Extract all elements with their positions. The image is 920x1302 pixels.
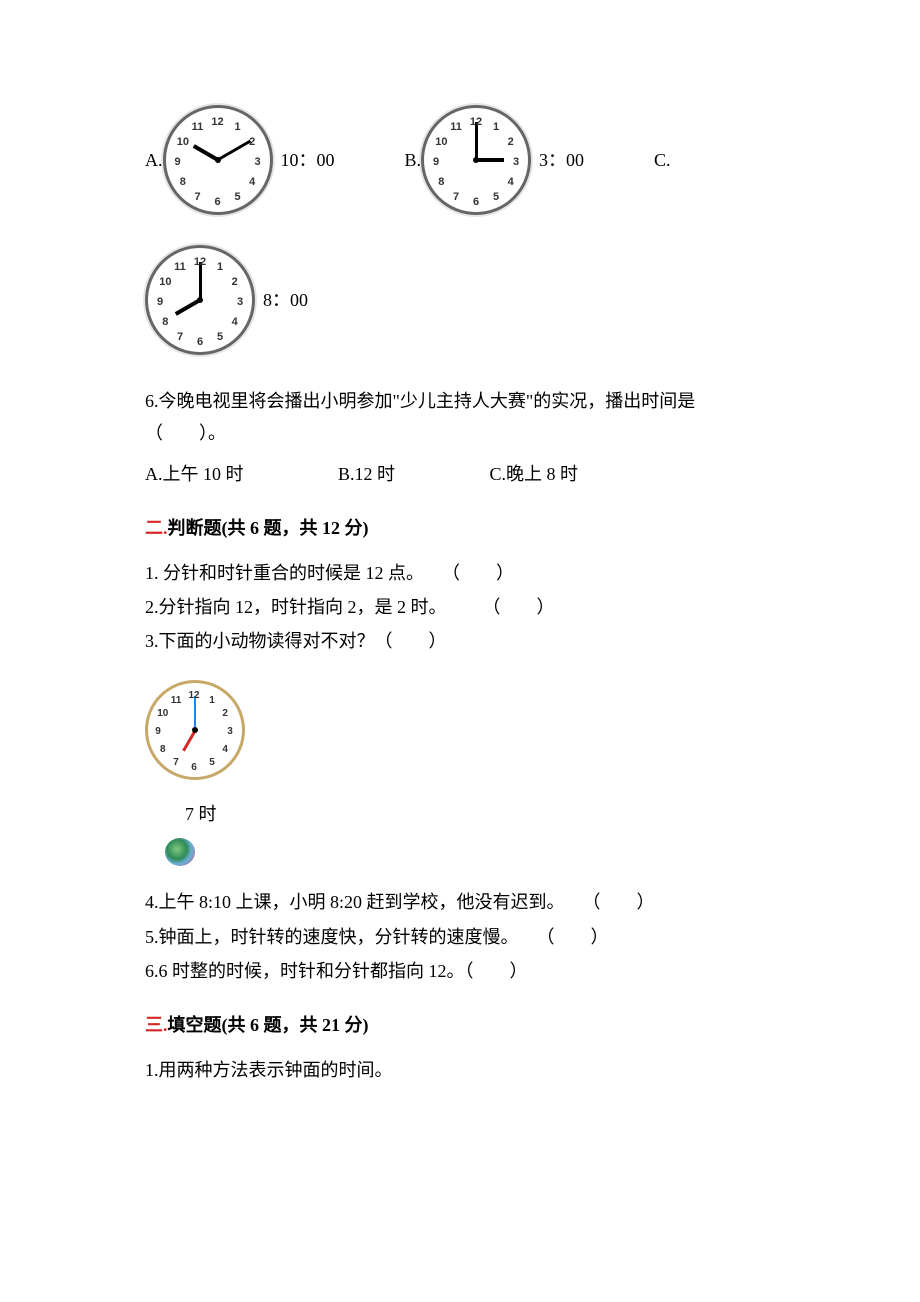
clock-number: 8 xyxy=(157,313,173,333)
option-a-label: A. xyxy=(145,144,163,176)
option-c-time: 8：00 xyxy=(263,284,308,316)
clock-number: 3 xyxy=(508,153,524,173)
option-a-time: 10：00 xyxy=(281,144,335,176)
clock-number: 9 xyxy=(428,153,444,173)
clock-c: 121234567891011 xyxy=(145,245,255,355)
clock-number: 6 xyxy=(468,193,484,213)
clock-number: 10 xyxy=(433,133,449,153)
q5-option-c: 121234567891011 8：00 xyxy=(145,245,308,355)
section3-heading: 三.填空题(共 6 题，共 21 分) xyxy=(145,1009,775,1041)
clock-number: 10 xyxy=(156,705,170,723)
judge3-clock: 121234567891011 xyxy=(145,680,245,780)
clock-number: 1 xyxy=(205,692,219,710)
clock-number: 5 xyxy=(212,328,228,348)
q5-options: A. 121234567891011 10：00 B. 121234567891… xyxy=(145,105,775,225)
clock-number: 2 xyxy=(218,705,232,723)
clock-number: 3 xyxy=(223,723,237,741)
q6-option-c: C.晚上 8 时 xyxy=(490,458,579,490)
clock-a-center xyxy=(215,157,221,163)
clock-number: 7 xyxy=(169,754,183,772)
clock-number: 1 xyxy=(488,118,504,138)
clock-number: 7 xyxy=(190,188,206,208)
clock-number: 2 xyxy=(503,133,519,153)
clock-b: 121234567891011 xyxy=(421,105,531,215)
clock-number: 6 xyxy=(210,193,226,213)
clock-number: 6 xyxy=(192,333,208,353)
q5-option-c-label-only: C. xyxy=(654,144,671,176)
clock-number: 3 xyxy=(232,293,248,313)
clock-number: 2 xyxy=(244,133,260,153)
clock-number: 12 xyxy=(187,687,201,705)
q5-option-c-row: 121234567891011 8：00 xyxy=(145,245,775,365)
clock-number: 4 xyxy=(218,741,232,759)
clock-number: 12 xyxy=(192,253,208,273)
clock-number: 3 xyxy=(250,153,266,173)
clock-number: 2 xyxy=(227,273,243,293)
clock-number: 9 xyxy=(170,153,186,173)
clock-number: 7 xyxy=(172,328,188,348)
section2-prefix: 二. xyxy=(145,518,168,538)
clock-number: 11 xyxy=(172,258,188,278)
clock-number: 9 xyxy=(152,293,168,313)
q6-option-a: A.上午 10 时 xyxy=(145,458,244,490)
clock-number: 1 xyxy=(212,258,228,278)
clock-number: 8 xyxy=(156,741,170,759)
clock-number: 6 xyxy=(187,759,201,777)
clock-number: 10 xyxy=(157,273,173,293)
section2-heading: 二.判断题(共 6 题，共 12 分) xyxy=(145,512,775,544)
clock-number: 1 xyxy=(230,118,246,138)
q5-option-b: B. 121234567891011 3：00 xyxy=(405,105,585,215)
option-b-label: B. xyxy=(405,144,422,176)
clock-number: 11 xyxy=(448,118,464,138)
fill-1: 1.用两种方法表示钟面的时间。 xyxy=(145,1054,775,1086)
clock-number: 5 xyxy=(230,188,246,208)
clock-number: 4 xyxy=(244,173,260,193)
q5-option-a: A. 121234567891011 10：00 xyxy=(145,105,335,215)
clock-number: 12 xyxy=(468,113,484,133)
clock-number: 5 xyxy=(205,754,219,772)
judge-2: 2.分针指向 12，时针指向 2，是 2 时。 （ ） xyxy=(145,591,775,623)
clock-number: 11 xyxy=(169,692,183,710)
clock-number: 5 xyxy=(488,188,504,208)
section3-title: 填空题(共 6 题，共 21 分) xyxy=(168,1015,369,1035)
clock-number: 11 xyxy=(190,118,206,138)
q6-options: A.上午 10 时 B.12 时 C.晚上 8 时 xyxy=(145,458,775,490)
clock-number: 12 xyxy=(210,113,226,133)
clock-b-hour-hand xyxy=(476,158,504,162)
option-b-time: 3：00 xyxy=(539,144,584,176)
clock-number: 8 xyxy=(433,173,449,193)
clock-number: 7 xyxy=(448,188,464,208)
judge-1: 1. 分针和时针重合的时候是 12 点。 （ ） xyxy=(145,557,775,589)
judge3-center xyxy=(192,727,198,733)
animal-time-label: 7 时 xyxy=(185,798,775,830)
clock-c-center xyxy=(197,297,203,303)
clock-number: 4 xyxy=(503,173,519,193)
judge-5: 5.钟面上，时针转的速度快，分针转的速度慢。 （ ） xyxy=(145,921,775,953)
clock-number: 8 xyxy=(175,173,191,193)
clock-b-center xyxy=(473,157,479,163)
section2-title: 判断题(共 6 题，共 12 分) xyxy=(168,518,369,538)
clock-a: 121234567891011 xyxy=(163,105,273,215)
clock-number: 9 xyxy=(151,723,165,741)
clock-number: 10 xyxy=(175,133,191,153)
q6-option-b: B.12 时 xyxy=(338,458,395,490)
option-c-label: C. xyxy=(654,144,671,176)
judge-6: 6.6 时整的时候，时针和分针都指向 12。（ ） xyxy=(145,955,775,987)
animal-icon xyxy=(165,838,195,866)
section3-prefix: 三. xyxy=(145,1015,168,1035)
clock-number: 4 xyxy=(227,313,243,333)
judge-3: 3.下面的小动物读得对不对？（ ） xyxy=(145,625,775,657)
q6-text: 6.今晚电视里将会播出小明参加"少儿主持人大赛"的实况，播出时间是（ ）。 xyxy=(145,385,775,450)
judge-4: 4.上午 8:10 上课，小明 8:20 赶到学校，他没有迟到。 （ ） xyxy=(145,886,775,918)
